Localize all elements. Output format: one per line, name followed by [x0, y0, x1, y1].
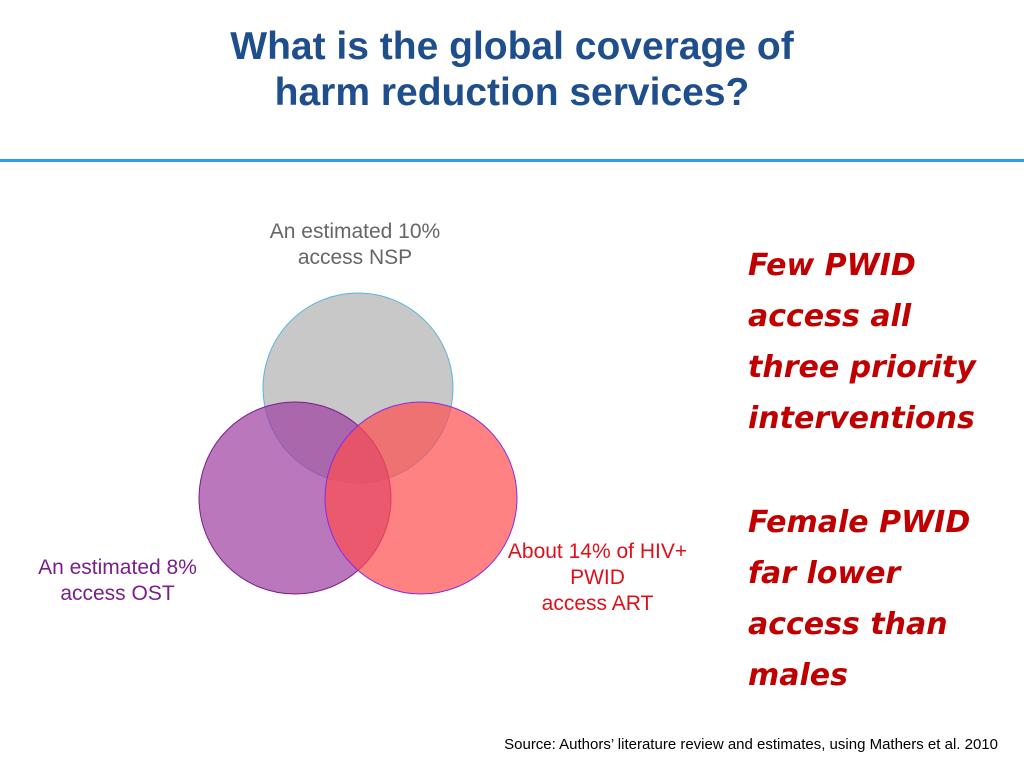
title-divider — [0, 159, 1024, 162]
key-findings-callout: Few PWID access all three priority inter… — [748, 240, 1008, 701]
venn-label-art-line-2: PWID — [570, 566, 625, 589]
venn-label-ost-line-1: An estimated 8% — [38, 556, 197, 579]
callout-line: three priority — [748, 350, 976, 385]
venn-label-nsp-line-2: access NSP — [297, 246, 413, 269]
slide-title: What is the global coverage of harm redu… — [0, 24, 1024, 116]
venn-label-ost-line-2: access OST — [60, 582, 175, 605]
callout-line: males — [748, 658, 848, 693]
venn-label-art-line-1: About 14% of HIV+ — [507, 540, 688, 563]
callout-line: Few PWID — [748, 248, 916, 283]
callout-line: far lower — [748, 556, 901, 591]
venn-label-art: About 14% of HIV+ PWID access ART — [470, 539, 725, 617]
callout-line: Female PWID — [748, 505, 971, 540]
callout-gap — [748, 444, 1008, 497]
venn-label-nsp-line-1: An estimated 10% — [269, 220, 441, 243]
venn-label-nsp: An estimated 10% access NSP — [230, 219, 480, 271]
slide-title-line-1: What is the global coverage of — [230, 25, 794, 68]
venn-label-ost: An estimated 8% access OST — [10, 555, 225, 607]
venn-circle-art — [324, 401, 518, 595]
callout-line: access than — [748, 607, 948, 642]
callout-line: interventions — [748, 401, 975, 436]
venn-label-art-line-3: access ART — [541, 592, 654, 615]
callout-line: access all — [748, 299, 912, 334]
slide-title-line-2: harm reduction services? — [274, 71, 750, 114]
source-citation: Source: Authors’ literature review and e… — [504, 736, 998, 753]
